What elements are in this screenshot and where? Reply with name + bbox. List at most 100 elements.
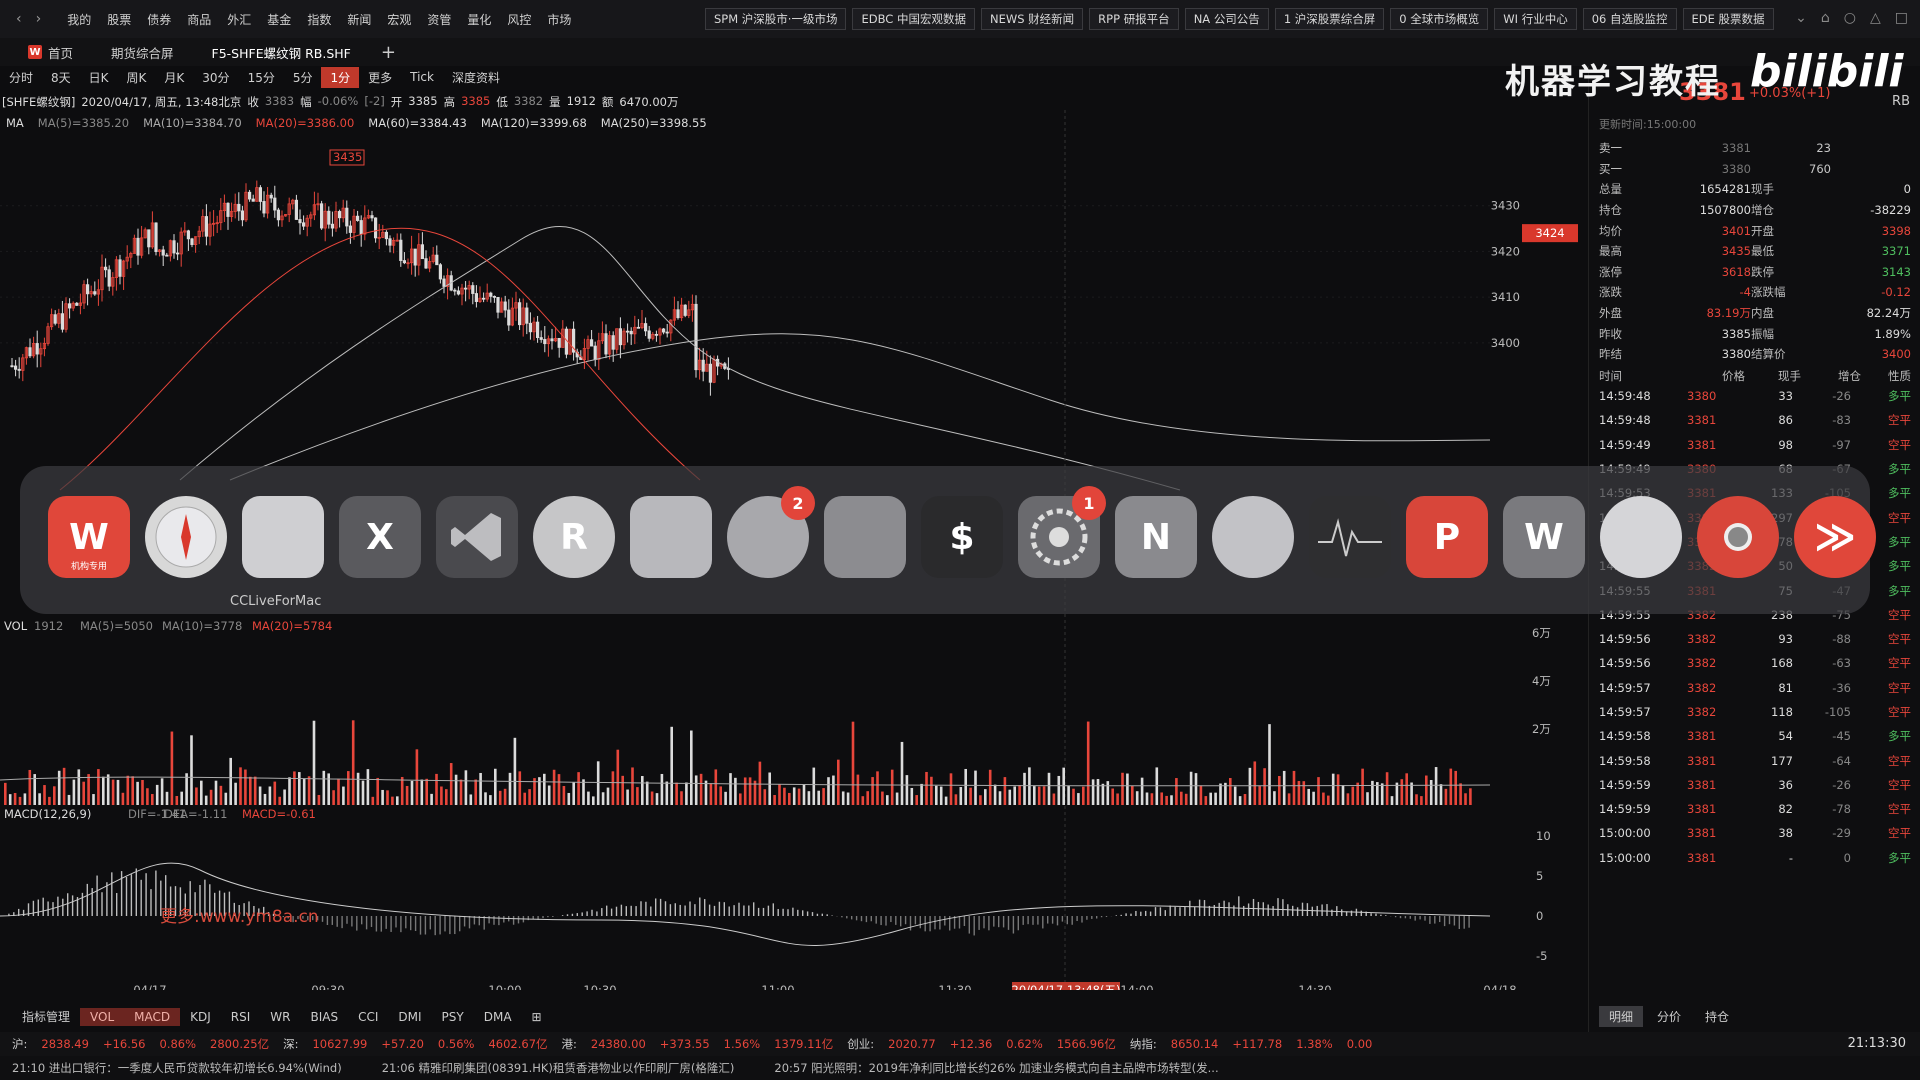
shortcut-button[interactable]: EDE 股票数据 (1682, 8, 1774, 30)
chevron-down-icon[interactable]: ⌄ (1795, 10, 1807, 26)
indicator-tab[interactable]: DMI (398, 1009, 422, 1024)
period-option[interactable]: 30分 (202, 70, 230, 85)
menu-item[interactable]: 我的 (67, 12, 92, 27)
shortcut-button[interactable]: RPP 研报平台 (1089, 8, 1179, 30)
menu-item[interactable]: 外汇 (227, 12, 252, 27)
stat-label: 内盘 (1751, 306, 1774, 321)
powerpoint-icon[interactable]: P (1406, 496, 1488, 578)
window-icon[interactable]: □ (1894, 10, 1908, 26)
shortcut-button[interactable]: NEWS 财经新闻 (980, 8, 1084, 30)
index-value: 2800.25亿 (210, 1037, 270, 1051)
volume-bar (494, 768, 497, 805)
menu-item[interactable]: 商品 (187, 12, 212, 27)
shortcut-button[interactable]: 06 自选股监控 (1582, 8, 1677, 30)
word-icon[interactable]: W (1503, 496, 1585, 578)
preview-icon[interactable] (824, 496, 906, 578)
bell-icon[interactable]: △ (1869, 10, 1881, 26)
menu-item[interactable]: 基金 (267, 12, 292, 27)
period-option[interactable]: 15分 (247, 70, 275, 85)
menu-item[interactable]: 风控 (507, 12, 532, 27)
volume-bar (915, 795, 918, 805)
panel-tab[interactable]: 分价 (1657, 1010, 1682, 1024)
candle-body (305, 217, 309, 227)
period-option[interactable]: 分时 (9, 70, 34, 85)
menu-item[interactable]: 市场 (547, 12, 572, 27)
finder-icon[interactable] (630, 496, 712, 578)
shortcut-button[interactable]: SPM 沪深股市·一级市场 (705, 8, 847, 30)
wechat-icon[interactable]: 2 (727, 486, 815, 578)
shortcut-button[interactable]: 0 全球市场概览 (1390, 8, 1489, 30)
music-icon[interactable] (1600, 496, 1682, 578)
ma120-line (179, 226, 1181, 491)
menu-item[interactable]: 量化 (467, 12, 492, 27)
news-headline[interactable]: 21:10 进出口银行：一季度人民币贷款较年初增长6.94%(Wind) (12, 1061, 342, 1075)
back-icon[interactable]: ‹ (16, 11, 22, 27)
menu-item[interactable]: 宏观 (387, 12, 412, 27)
candle-body (280, 215, 284, 221)
indicator-tab[interactable]: PSY (441, 1009, 464, 1024)
menu-item[interactable]: 债券 (147, 12, 172, 27)
tab-home[interactable]: W 首页 (14, 41, 87, 64)
period-option[interactable]: 月K (164, 70, 185, 85)
indicator-tab[interactable]: 指标管理 (22, 1010, 71, 1024)
period-option[interactable]: 5分 (292, 70, 313, 85)
news-headline[interactable]: 21:06 精雅印刷集团(08391.HK)租赁香港物业以作印刷厂房(格隆汇) (381, 1061, 735, 1075)
period-option[interactable]: 周K (126, 70, 147, 85)
indicator-tab[interactable]: CCI (358, 1009, 379, 1024)
trade-cell: 3381 (1687, 753, 1717, 768)
panel-tab[interactable]: 明细 (1599, 1006, 1644, 1027)
menu-item[interactable]: 资管 (427, 12, 452, 27)
stat-label: 涨跌 (1599, 285, 1622, 300)
vscode-icon[interactable] (436, 496, 518, 578)
indicator-tab[interactable]: DMA (483, 1009, 512, 1024)
forward-icon[interactable]: › (35, 11, 42, 27)
home-icon[interactable]: ⌂ (1820, 10, 1830, 26)
excel-icon[interactable]: X (339, 496, 421, 578)
chrome-icon[interactable] (1697, 496, 1779, 578)
period-option[interactable]: 深度资料 (451, 70, 500, 85)
period-option[interactable]: 日K (88, 70, 109, 85)
settings-icon[interactable]: 1 (1018, 486, 1106, 578)
safari-icon[interactable] (145, 496, 227, 578)
shortcut-button[interactable]: NA 公司公告 (1184, 8, 1269, 30)
volume-bar (699, 773, 703, 805)
indicator-tab[interactable]: MACD (124, 1007, 181, 1026)
add-indicator-icon[interactable]: ⊞ (531, 1009, 542, 1024)
panel-tab[interactable]: 持仓 (1705, 1010, 1730, 1024)
r-icon[interactable]: R (533, 496, 615, 578)
trade-row: 14:59:49 3381 98 -97 空平 (1599, 433, 1915, 457)
indicator-tab[interactable]: KDJ (190, 1009, 211, 1024)
indicator-tab[interactable]: VOL (80, 1007, 125, 1026)
chat-icon[interactable]: ○ (1843, 10, 1856, 26)
wind-logo-icon: W (28, 45, 42, 59)
cclive-icon[interactable] (242, 496, 324, 578)
period-option[interactable]: 8天 (51, 70, 71, 85)
shortcut-button[interactable]: EDBC 中国宏观数据 (852, 8, 975, 30)
trade-cell: 多平 (1888, 850, 1911, 865)
shortcut-button[interactable]: WI 行业中心 (1494, 8, 1577, 30)
volume-bar (102, 776, 105, 805)
menu-item[interactable]: 指数 (307, 12, 332, 27)
wps-icon[interactable]: W 机构专用 (48, 496, 130, 578)
terminal-icon[interactable]: $ (921, 496, 1003, 578)
menu-item[interactable]: 股票 (107, 12, 132, 27)
tab-futures-screen[interactable]: 期货综合屏 (97, 41, 188, 64)
shortcut-button[interactable]: 1 沪深股票综合屏 (1274, 8, 1385, 30)
indicator-tab[interactable]: WR (270, 1009, 291, 1024)
menu-item[interactable]: 新闻 (347, 12, 372, 27)
paper-plane-icon[interactable] (1212, 496, 1294, 578)
candle-body (168, 240, 172, 257)
news-headline[interactable]: 20:57 阳光照明：2019年净利同比增长约26% 加速业务模式向自主品牌市场… (774, 1061, 1219, 1075)
indicator-tab[interactable]: RSI (230, 1009, 251, 1024)
period-option[interactable]: 更多 (368, 70, 393, 85)
period-option[interactable]: 1分 (321, 66, 360, 88)
tab-rebar[interactable]: F5-SHFE螺纹钢 RB.SHF (198, 41, 365, 64)
indicator-tab[interactable]: BIAS (310, 1009, 339, 1024)
period-option[interactable]: Tick (410, 70, 434, 84)
onenote-icon[interactable]: N (1115, 496, 1197, 578)
candle-body (399, 239, 403, 261)
add-tab-icon[interactable]: + (380, 41, 396, 63)
activity-monitor-icon[interactable] (1309, 496, 1391, 578)
remote-desktop-icon[interactable]: ≫ (1794, 496, 1876, 578)
trade-cell: 36 (1778, 777, 1793, 792)
